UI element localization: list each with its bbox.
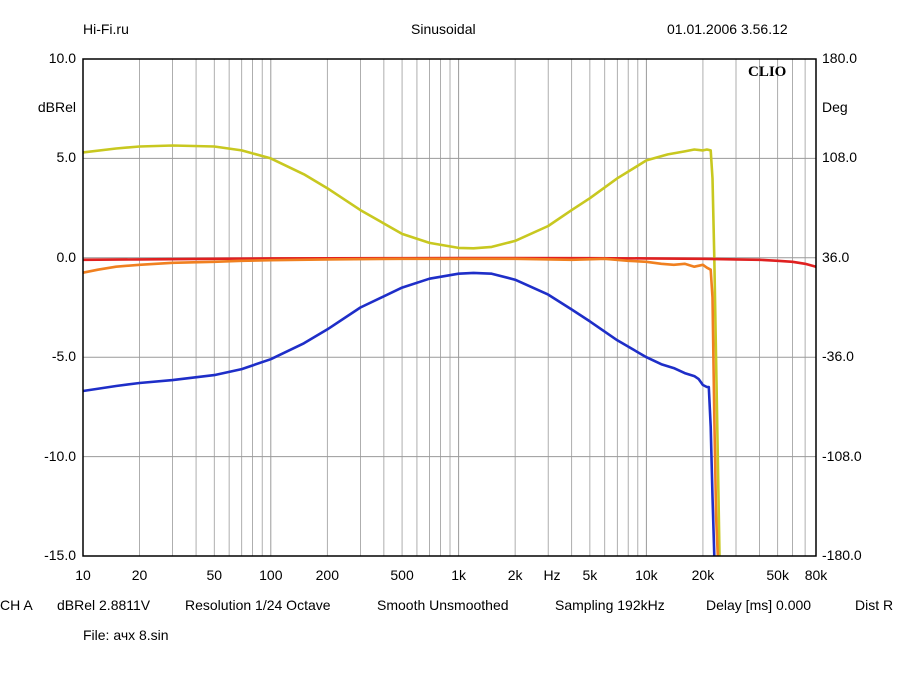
y-tick-label-right: -180.0 — [822, 547, 862, 563]
x-tick-label: 500 — [390, 567, 414, 583]
footer-file: File: ачх 8.sin — [83, 627, 169, 643]
footer-delay: Delay [ms] 0.000 — [706, 597, 812, 613]
y-tick-label-left: 0.0 — [56, 248, 76, 265]
footer-resolution: Resolution 1/24 Octave — [185, 597, 331, 613]
x-tick-label: 10 — [75, 567, 91, 583]
y-tick-label-left: 10.0 — [48, 50, 76, 66]
x-tick-label: 100 — [259, 567, 283, 583]
y-tick-label-right: -108.0 — [822, 447, 862, 464]
header-datetime: 01.01.2006 3.56.12 — [667, 21, 788, 37]
y-axis-right-label: Deg — [822, 99, 848, 115]
x-tick-label: 80k — [804, 567, 828, 583]
y-tick-label-right: 36.0 — [822, 248, 850, 265]
y-tick-label-right: 108.0 — [822, 149, 858, 166]
x-tick-label: 20 — [131, 567, 148, 583]
footer-sampling: Sampling 192kHz — [555, 597, 665, 613]
x-tick-label: 50k — [766, 567, 789, 583]
x-tick-label: 50 — [206, 567, 223, 583]
x-tick-label: 5k — [582, 567, 598, 583]
x-axis-unit-label: Hz — [543, 567, 561, 583]
chart-grid — [83, 58, 816, 557]
x-tick-label: 200 — [315, 567, 340, 583]
footer-channel: CH A — [0, 597, 33, 613]
footer-units: dBRel 2.8811V — [57, 597, 151, 613]
y-tick-label-left: -10.0 — [44, 447, 76, 464]
x-tick-label: 10k — [635, 567, 658, 583]
x-tick-label: 2k — [507, 567, 523, 583]
series-line-3 — [82, 271, 716, 557]
header-mode: Sinusoidal — [411, 21, 476, 37]
y-tick-label-left: 5.0 — [56, 149, 76, 166]
y-tick-label-right: 180.0 — [822, 50, 858, 66]
plot-frame — [82, 58, 817, 557]
footer-smoothing: Smooth Unsmoothed — [377, 597, 509, 613]
y-axis-left-label: dBRel — [37, 99, 76, 115]
x-tick-label: 1k — [451, 567, 466, 583]
y-tick-label-left: -5.0 — [51, 348, 76, 365]
x-tick-label: 20k — [691, 567, 715, 583]
header-source: Hi-Fi.ru — [83, 21, 129, 37]
series-line-1 — [82, 256, 817, 268]
footer-dist: Dist R — [855, 597, 894, 613]
y-tick-label-left: -15.0 — [44, 547, 76, 563]
series-line-2 — [82, 257, 720, 557]
y-tick-label-right: -36.0 — [822, 348, 854, 365]
series-line-0 — [82, 144, 721, 557]
chart-curves — [82, 144, 817, 557]
clio-logo: CLIO — [748, 64, 787, 80]
